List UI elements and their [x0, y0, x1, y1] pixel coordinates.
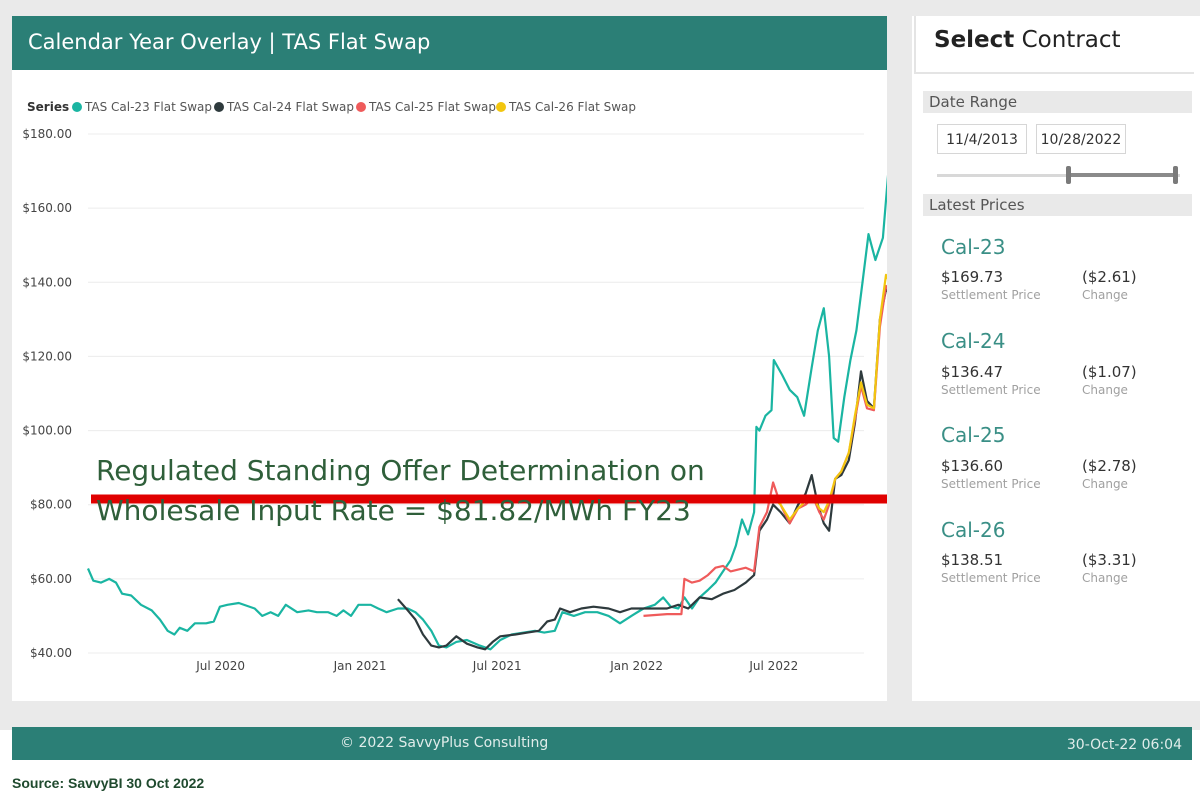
legend-label: TAS Cal-24 Flat Swap	[226, 100, 354, 114]
legend-label: TAS Cal-23 Flat Swap	[84, 100, 212, 114]
change-label: Change	[1082, 571, 1128, 585]
y-tick-label: $40.00	[30, 646, 72, 660]
right-panel	[912, 16, 1200, 701]
x-tick-label: Jan 2021	[333, 659, 387, 673]
y-tick-label: $60.00	[30, 572, 72, 586]
annotation-text-line1: Regulated Standing Offer Determination o…	[96, 454, 705, 487]
y-tick-label: $100.00	[22, 424, 72, 438]
date-slider-end-handle[interactable]	[1173, 166, 1179, 184]
x-tick-label: Jul 2021	[472, 659, 522, 673]
legend-marker	[356, 102, 366, 112]
latest-prices-label: Latest Prices	[923, 194, 1192, 216]
y-tick-label: $160.00	[22, 201, 72, 215]
series-lines	[86, 174, 887, 651]
legend-marker	[214, 102, 224, 112]
annotation-text-line2: Wholesale Input Rate = $81.82/MWh FY23	[96, 494, 691, 527]
select-contract-title: Select Contract	[934, 27, 1121, 53]
price-change: ($2.78)	[1082, 457, 1137, 475]
y-tick-label: $80.00	[30, 498, 72, 512]
legend-marker	[496, 102, 506, 112]
select-bold: Select	[934, 27, 1015, 53]
date-slider-track[interactable]	[937, 174, 1180, 177]
footer-bar: © 2022 SavvyPlus Consulting 30-Oct-22 06…	[12, 727, 1192, 760]
price-change: ($2.61)	[1082, 268, 1137, 286]
source-note: Source: SavvyBI 30 Oct 2022	[12, 775, 205, 791]
y-tick-label: $180.00	[22, 127, 72, 141]
grid-lines	[88, 133, 864, 654]
date-end-input[interactable]: 10/28/2022	[1036, 124, 1126, 154]
change-label: Change	[1082, 477, 1128, 491]
contract-name: Cal-24	[941, 329, 1006, 353]
settlement-price-label: Settlement Price	[941, 477, 1041, 491]
date-slider-fill	[1068, 173, 1177, 177]
footer-copyright: © 2022 SavvyPlus Consulting	[340, 735, 549, 751]
settlement-price-label: Settlement Price	[941, 288, 1041, 302]
y-tick-label: $140.00	[22, 275, 72, 289]
legend: Series TAS Cal-23 Flat Swap TAS Cal-24 Fl…	[27, 100, 636, 114]
legend-label: TAS Cal-25 Flat Swap	[368, 100, 496, 114]
settlement-price: $136.47	[941, 363, 1004, 381]
annotation: Regulated Standing Offer Determination o…	[91, 454, 887, 527]
date-range-label: Date Range	[923, 91, 1192, 113]
select-contract-header[interactable]: Select Contract	[914, 16, 1194, 74]
settlement-price: $136.60	[941, 457, 1004, 475]
x-axis: Jul 2020 Jan 2021 Jul 2021 Jan 2022 Jul 2022	[195, 659, 798, 673]
settlement-price: $138.51	[941, 551, 1004, 569]
date-slider-start-handle[interactable]	[1066, 166, 1072, 184]
legend-marker	[72, 102, 82, 112]
settlement-price-label: Settlement Price	[941, 383, 1041, 397]
x-tick-label: Jan 2022	[609, 659, 663, 673]
y-axis: $40.00 $60.00 $80.00 $100.00 $120.00 $140.00 $…	[22, 127, 72, 660]
change-label: Change	[1082, 288, 1128, 302]
footer-timestamp: 30-Oct-22 06:04	[1066, 737, 1182, 753]
settlement-price-label: Settlement Price	[941, 571, 1041, 585]
legend-title: Series	[27, 100, 69, 114]
price-change: ($3.31)	[1082, 551, 1137, 569]
x-tick-label: Jul 2022	[748, 659, 798, 673]
contract-name: Cal-26	[941, 518, 1006, 542]
line-chart: Series TAS Cal-23 Flat Swap TAS Cal-24 Fl…	[22, 100, 887, 673]
y-tick-label: $120.00	[22, 349, 72, 363]
series-line	[86, 174, 887, 651]
contract-name: Cal-25	[941, 423, 1006, 447]
contract-name: Cal-23	[941, 235, 1006, 259]
x-tick-label: Jul 2020	[195, 659, 245, 673]
price-change: ($1.07)	[1082, 363, 1137, 381]
settlement-price: $169.73	[941, 268, 1004, 286]
select-rest: Contract	[1021, 27, 1121, 53]
legend-label: TAS Cal-26 Flat Swap	[508, 100, 636, 114]
chart-header: Calendar Year Overlay | TAS Flat Swap	[12, 16, 887, 70]
chart-title: Calendar Year Overlay | TAS Flat Swap	[28, 30, 431, 54]
date-start-input[interactable]: 11/4/2013	[937, 124, 1027, 154]
series-line	[772, 273, 887, 521]
change-label: Change	[1082, 383, 1128, 397]
